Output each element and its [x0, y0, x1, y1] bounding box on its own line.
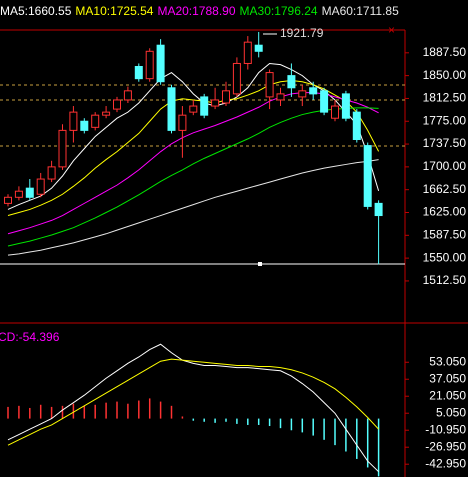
- y-tick-label: 1812.50: [423, 91, 467, 105]
- y-tick-label: 37.050: [429, 371, 466, 385]
- annotation: 1921.79: [280, 26, 324, 40]
- y-tick-label: 1662.50: [423, 182, 467, 196]
- y-tick-label: 1887.50: [423, 45, 467, 59]
- y-tick-label: 1850.00: [423, 68, 467, 82]
- candle-body: [265, 72, 274, 98]
- candle-body: [14, 190, 23, 198]
- candle-body: [123, 90, 132, 101]
- line: [7, 343, 379, 473]
- candle-body: [4, 196, 12, 204]
- line: [7, 62, 380, 210]
- candle-body: [298, 90, 307, 98]
- y-tick-label: 1550.00: [423, 250, 467, 264]
- candle-body: [167, 87, 176, 131]
- y-tick-label: 21.050: [429, 388, 466, 402]
- candle-body: [331, 105, 339, 119]
- candle-body: [69, 111, 78, 131]
- line: [7, 79, 380, 217]
- candle-body: [363, 145, 372, 207]
- candle-body: [276, 93, 285, 101]
- legend-entry: MA60:1711.85: [322, 4, 399, 18]
- y-tick-label: 1512.50: [423, 273, 467, 287]
- candle-body: [374, 202, 383, 217]
- candle-body: [145, 50, 154, 80]
- candle-body: [102, 111, 111, 116]
- line: [7, 107, 379, 247]
- y-tick-label: 1625.00: [423, 205, 467, 219]
- y-tick-label: 5.050: [436, 405, 466, 419]
- y-tick-label: 1700.00: [423, 159, 467, 173]
- legend-entry: MA10:1725.54: [75, 4, 153, 18]
- candle-body: [189, 105, 198, 113]
- candle-body: [113, 99, 121, 110]
- candle-body: [58, 129, 67, 168]
- candle-body: [178, 114, 187, 131]
- y-tick-label: 1587.50: [423, 227, 467, 241]
- line: [7, 358, 379, 446]
- candle-body: [352, 111, 361, 140]
- line: [7, 159, 379, 256]
- candle-body: [80, 120, 89, 131]
- candle-body: [341, 93, 350, 119]
- candle-body: [243, 41, 252, 64]
- candle-body: [309, 87, 318, 95]
- legend-entry: MA20:1788.90: [157, 4, 235, 18]
- candle-body: [211, 99, 220, 107]
- candle-body: [232, 62, 241, 95]
- y-tick-label: 1737.50: [423, 136, 467, 150]
- y-tick-label: 1775.00: [423, 113, 467, 127]
- legend-entry: MA5:1660.55: [0, 4, 72, 18]
- candle-body: [25, 187, 34, 198]
- y-tick-label: -26.950: [425, 439, 466, 453]
- close-icon[interactable]: ×: [388, 23, 395, 37]
- y-tick-label: -10.950: [425, 422, 466, 436]
- candle-body: [36, 178, 45, 195]
- y-tick-label: -42.950: [425, 456, 466, 470]
- candle-body: [200, 96, 209, 116]
- candle-body: [156, 44, 165, 83]
- candle-body: [320, 90, 329, 113]
- candle-body: [47, 166, 56, 180]
- candle-body: [254, 44, 263, 52]
- candle-body: [222, 90, 230, 104]
- y-tick-label: 53.050: [429, 354, 466, 368]
- candle-body: [134, 66, 143, 80]
- candle-body: [287, 75, 296, 89]
- legend-entry: MA30:1796.24: [240, 4, 318, 18]
- candle-body: [91, 114, 100, 128]
- low-marker: [258, 262, 262, 266]
- macd-label: CD:-54.396: [0, 330, 60, 344]
